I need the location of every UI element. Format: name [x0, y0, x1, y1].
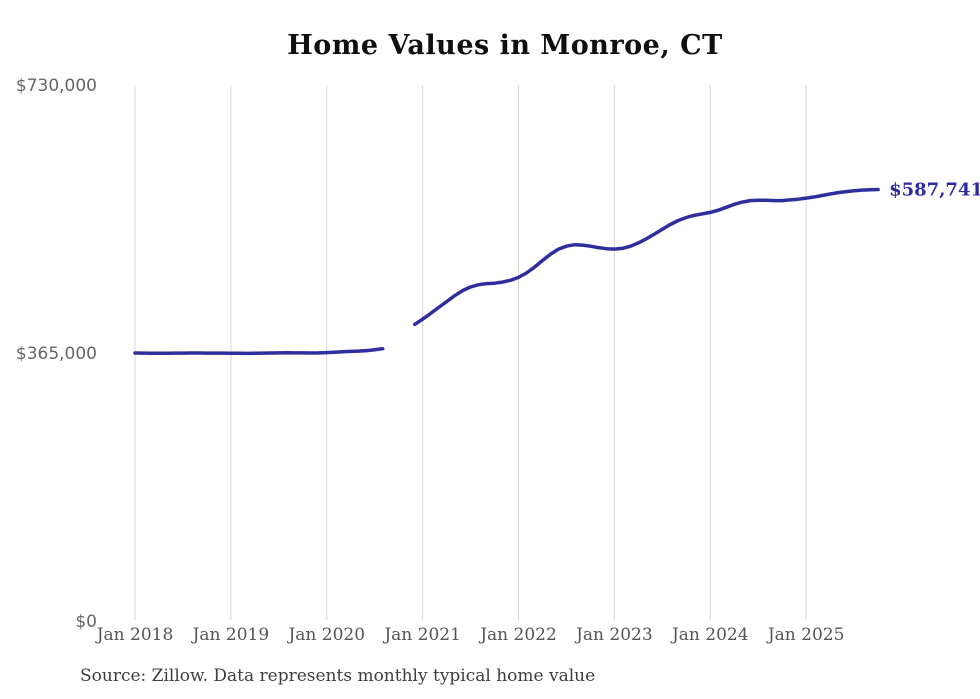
x-tick-label: Jan 2020 [286, 625, 365, 645]
x-tick-label: Jan 2022 [478, 625, 557, 645]
x-tick-label: Jan 2019 [191, 625, 270, 645]
y-tick-label: $0 [75, 612, 97, 632]
value-line [133, 187, 880, 356]
x-tick-label: Jan 2023 [574, 625, 653, 645]
x-tick-label: Jan 2024 [670, 625, 749, 645]
last-value-label: $587,741 [889, 179, 980, 200]
y-tick-label: $365,000 [16, 344, 97, 364]
x-tick-label: Jan 2025 [766, 625, 845, 645]
y-tick-label: $730,000 [16, 76, 97, 96]
chart-title: Home Values in Monroe, CT [287, 30, 723, 61]
x-tick-label: Jan 2018 [95, 625, 174, 645]
x-tick-label: Jan 2021 [382, 625, 461, 645]
source-note: Source: Zillow. Data represents monthly … [80, 666, 596, 686]
